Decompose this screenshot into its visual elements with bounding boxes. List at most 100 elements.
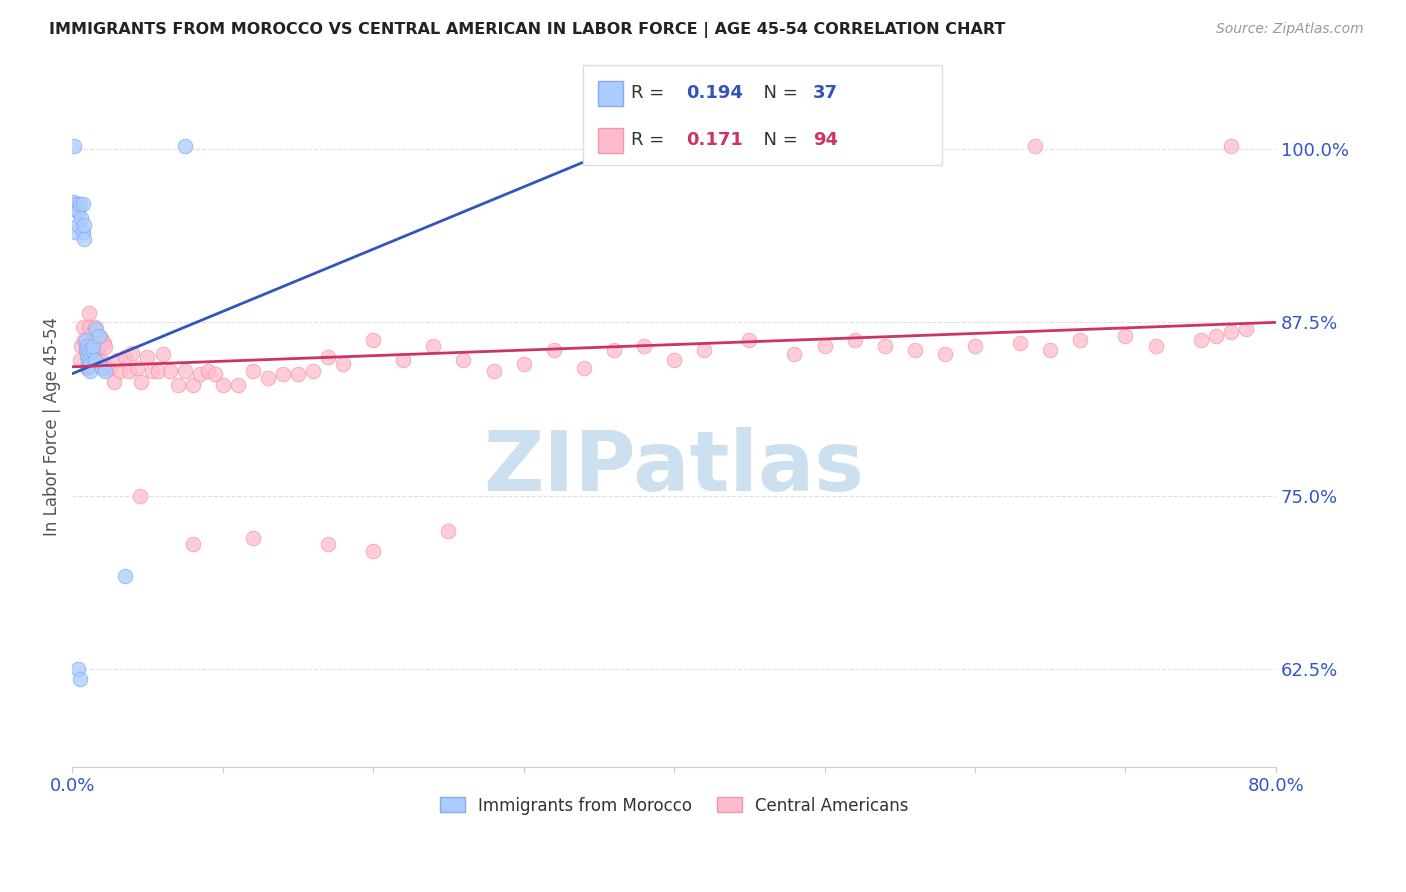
- Point: [181, 377, 204, 392]
- Point: [76, 361, 98, 376]
- Point: [67, 204, 90, 219]
- Point: [75, 334, 97, 348]
- Point: [75, 343, 97, 358]
- Point: [84, 329, 107, 343]
- Point: [77, 343, 100, 358]
- Point: [91, 336, 114, 351]
- Point: [633, 339, 655, 353]
- Point: [181, 537, 204, 551]
- Point: [77, 319, 100, 334]
- Point: [844, 334, 866, 348]
- Point: [76, 339, 98, 353]
- Text: N =: N =: [752, 131, 804, 149]
- Point: [89, 340, 111, 354]
- Point: [65, 225, 87, 239]
- Point: [287, 367, 309, 381]
- Text: IMMIGRANTS FROM MOROCCO VS CENTRAL AMERICAN IN LABOR FORCE | AGE 45-54 CORRELATI: IMMIGRANTS FROM MOROCCO VS CENTRAL AMERI…: [49, 22, 1005, 38]
- Point: [73, 334, 96, 348]
- Point: [105, 352, 128, 367]
- Point: [889, 139, 911, 153]
- Point: [392, 352, 415, 367]
- Point: [93, 336, 115, 351]
- Point: [76, 359, 98, 374]
- Point: [141, 364, 163, 378]
- Point: [66, 204, 89, 219]
- Point: [136, 350, 159, 364]
- Point: [89, 329, 111, 343]
- Point: [166, 377, 188, 392]
- Point: [114, 350, 136, 364]
- Point: [934, 347, 956, 361]
- Point: [114, 569, 136, 583]
- Point: [316, 350, 339, 364]
- Text: N =: N =: [752, 84, 804, 102]
- Point: [174, 139, 197, 153]
- Point: [72, 319, 94, 334]
- Point: [738, 334, 761, 348]
- Point: [159, 364, 181, 378]
- Point: [242, 531, 264, 545]
- Text: 37: 37: [813, 84, 838, 102]
- Point: [98, 361, 121, 376]
- Point: [125, 361, 148, 376]
- Point: [67, 662, 90, 676]
- Point: [453, 352, 475, 367]
- Point: [361, 544, 384, 558]
- Point: [129, 489, 152, 503]
- Text: ZIPatlas: ZIPatlas: [484, 426, 865, 508]
- Text: R =: R =: [631, 131, 671, 149]
- Point: [1069, 334, 1091, 348]
- Point: [110, 364, 132, 378]
- Point: [62, 194, 84, 209]
- Point: [662, 352, 685, 367]
- Point: [77, 352, 100, 367]
- Point: [211, 377, 233, 392]
- Point: [422, 339, 444, 353]
- Point: [361, 334, 384, 348]
- Point: [84, 343, 107, 358]
- Point: [783, 347, 806, 361]
- Point: [75, 339, 97, 353]
- Point: [91, 361, 114, 376]
- Point: [83, 352, 105, 367]
- Point: [80, 343, 103, 358]
- Point: [76, 347, 98, 361]
- Point: [512, 357, 534, 371]
- Point: [693, 343, 716, 358]
- Point: [94, 364, 117, 378]
- Point: [152, 347, 174, 361]
- Point: [256, 371, 278, 385]
- Point: [121, 346, 143, 360]
- Point: [83, 336, 105, 351]
- Point: [94, 361, 117, 376]
- Point: [271, 367, 294, 381]
- Point: [226, 377, 249, 392]
- Point: [83, 319, 105, 334]
- Legend: Immigrants from Morocco, Central Americans: Immigrants from Morocco, Central America…: [432, 789, 917, 822]
- Point: [174, 364, 197, 378]
- Point: [80, 347, 103, 361]
- Text: Source: ZipAtlas.com: Source: ZipAtlas.com: [1216, 22, 1364, 37]
- Point: [131, 375, 153, 389]
- Point: [67, 218, 90, 232]
- Point: [813, 339, 835, 353]
- Point: [904, 343, 927, 358]
- Point: [316, 537, 339, 551]
- Point: [72, 225, 94, 239]
- Point: [89, 354, 111, 368]
- Point: [543, 343, 565, 358]
- Point: [82, 325, 104, 339]
- Point: [82, 339, 104, 353]
- Point: [1114, 329, 1136, 343]
- Point: [94, 340, 117, 354]
- Point: [1234, 322, 1257, 336]
- Point: [90, 330, 112, 344]
- Point: [69, 352, 91, 367]
- Point: [69, 197, 91, 211]
- Point: [572, 361, 595, 376]
- Point: [80, 334, 103, 348]
- Point: [76, 350, 98, 364]
- Point: [69, 672, 91, 686]
- Point: [1010, 336, 1032, 351]
- Point: [242, 364, 264, 378]
